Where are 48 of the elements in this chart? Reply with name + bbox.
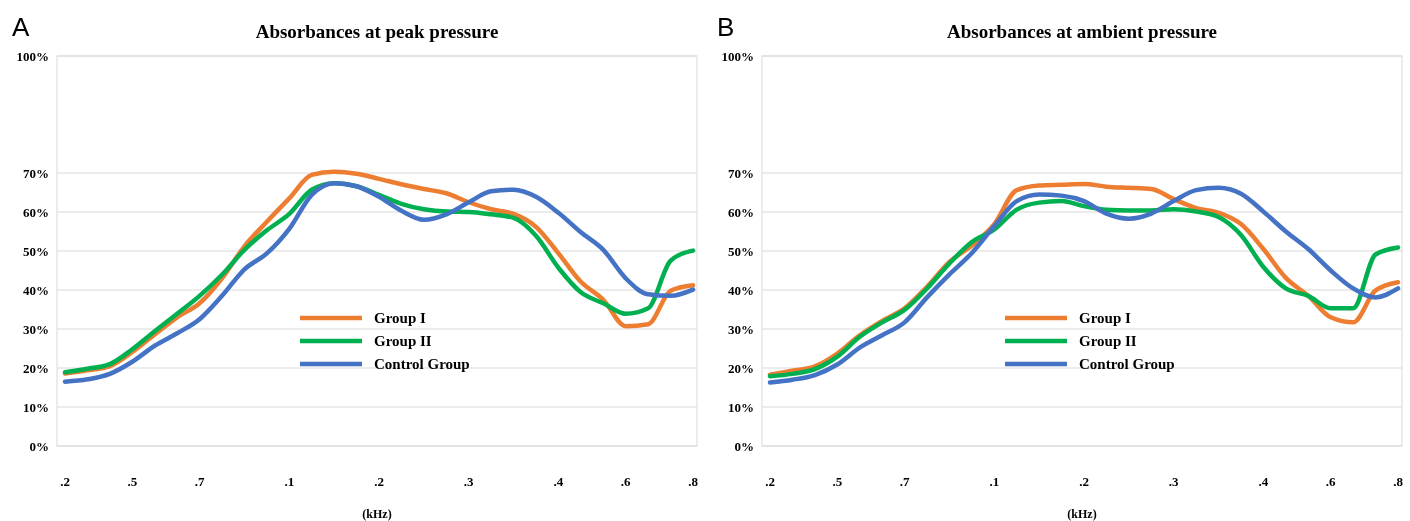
x-tick-label: .1 xyxy=(989,474,1000,489)
x-tick-label: .4 xyxy=(553,474,564,489)
x-tick-label: .8 xyxy=(688,474,699,489)
y-tick-label: 0% xyxy=(734,438,754,454)
x-tick-label: .5 xyxy=(832,474,843,489)
legend-label: Group II xyxy=(374,333,432,350)
y-tick-label: 10% xyxy=(728,399,754,415)
y-tick-label: 20% xyxy=(728,360,754,376)
legend-label: Group I xyxy=(1079,310,1131,327)
y-tick-label: 20% xyxy=(23,360,49,376)
y-tick-label: 50% xyxy=(728,243,754,259)
y-tick-label: 60% xyxy=(23,204,49,220)
x-tick-label: .3 xyxy=(463,474,475,489)
x-tick-label: .2 xyxy=(374,474,384,489)
x-tick-label: .3 xyxy=(1168,474,1180,489)
y-tick-label: 70% xyxy=(728,165,754,181)
legend-label: Group II xyxy=(1079,333,1137,350)
y-tick-label: 30% xyxy=(23,321,49,337)
x-tick-label: .4 xyxy=(1258,474,1269,489)
y-tick-label: 100% xyxy=(16,48,49,64)
y-tick-label: 40% xyxy=(728,282,754,298)
x-tick-label: .6 xyxy=(1325,474,1337,489)
y-tick-label: 30% xyxy=(728,321,754,337)
x-tick-label: .1 xyxy=(284,474,295,489)
y-tick-label: 10% xyxy=(23,399,49,415)
y-tick-label: 50% xyxy=(23,243,49,259)
x-axis-title: (kHz) xyxy=(1067,507,1097,521)
text: B xyxy=(717,12,735,42)
x-tick-label: .2 xyxy=(765,474,775,489)
text: A xyxy=(12,12,30,42)
y-tick-label: 60% xyxy=(728,204,754,220)
x-axis-title: (kHz) xyxy=(362,507,392,521)
chart-title: Absorbances at peak pressure xyxy=(255,21,499,42)
x-tick-label: .7 xyxy=(899,474,910,489)
legend-label: Control Group xyxy=(374,356,470,373)
x-tick-label: .8 xyxy=(1393,474,1404,489)
y-tick-label: 0% xyxy=(29,438,49,454)
chart-title: Absorbances at ambient pressure xyxy=(946,21,1218,42)
legend-label: Control Group xyxy=(1079,356,1175,373)
y-tick-label: 100% xyxy=(721,48,754,64)
x-tick-label: .7 xyxy=(194,474,205,489)
legend-label: Group I xyxy=(374,310,426,327)
x-tick-label: .6 xyxy=(620,474,632,489)
x-tick-label: .5 xyxy=(127,474,138,489)
y-tick-label: 40% xyxy=(23,282,49,298)
x-tick-label: .2 xyxy=(1079,474,1089,489)
x-tick-label: .2 xyxy=(60,474,70,489)
y-tick-label: 70% xyxy=(23,165,49,181)
